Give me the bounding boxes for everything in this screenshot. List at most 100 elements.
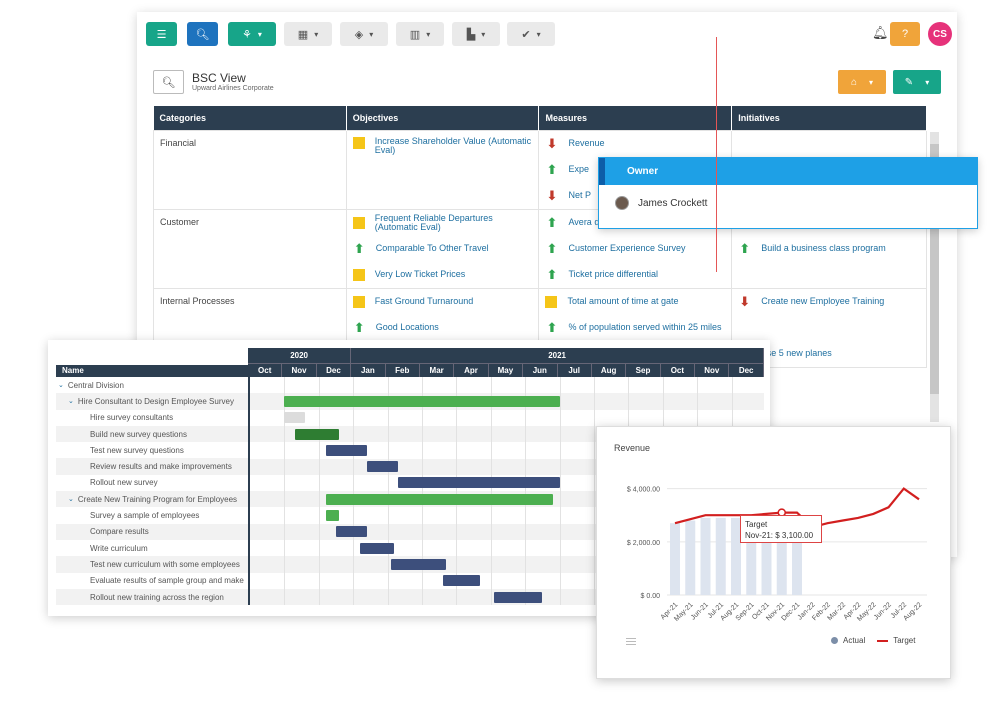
owner-person[interactable]: James Crockett [615, 196, 707, 210]
legend-target[interactable]: Target [893, 636, 916, 645]
gantt-task-name: Test new curriculum with some employees [90, 559, 240, 569]
scrollbar-thumb[interactable] [930, 144, 939, 394]
cell-item[interactable] [738, 315, 920, 341]
legend-actual[interactable]: Actual [843, 636, 866, 645]
cell-item[interactable]: Frequent Reliable Departures (Automatic … [352, 210, 533, 236]
gantt-bar[interactable] [294, 428, 340, 440]
gantt-task-name: Hire Consultant to Design Employee Surve… [77, 396, 234, 406]
gantt-bar[interactable] [391, 558, 447, 570]
gantt-task-row[interactable]: Test new curriculum with some employees [56, 556, 248, 573]
cell-item[interactable]: ⬇ Net P [545, 183, 725, 209]
chart-tooltip: Target Nov-21: $ 3,100.00 [740, 515, 822, 543]
gantt-task-row[interactable]: Rollout new training across the region [56, 588, 248, 606]
table-scrollbar[interactable] [930, 132, 939, 422]
column-header[interactable]: Measures [538, 106, 733, 130]
chevron-down-icon[interactable]: ⌄ [58, 382, 64, 390]
gantt-task-row[interactable]: Evaluate results of sample group and mak… [56, 573, 248, 589]
actual-bar[interactable] [700, 517, 711, 595]
gantt-bar[interactable] [284, 412, 306, 424]
gantt-task-row[interactable]: ⌄ Central Division [56, 377, 248, 393]
gantt-task-row[interactable]: Compare results [56, 523, 248, 540]
cell-item-label: Net P [568, 190, 591, 200]
gantt-task-row[interactable]: Survey a sample of employees [56, 507, 248, 523]
actual-bar[interactable] [792, 515, 802, 595]
cell-item[interactable]: ⬆ Ticket price differential [545, 262, 725, 288]
search-icon: 🔍︎ [161, 76, 176, 89]
gantt-task-row[interactable]: ⌄ Hire Consultant to Design Employee Surv… [56, 393, 248, 410]
actual-bar[interactable] [670, 523, 680, 595]
gantt-bar[interactable] [360, 542, 395, 554]
actual-bar[interactable] [776, 517, 787, 595]
gantt-gridline [559, 377, 561, 605]
gantt-bar[interactable] [284, 395, 560, 407]
gantt-bar[interactable] [325, 510, 340, 521]
cell-item-label: Increase Shareholder Value (Automatic Ev… [374, 135, 532, 155]
bar-chart-button[interactable]: ▥ ▾ [396, 22, 444, 46]
gantt-task-list: Name ⌄ Central Division ⌄ Hire Consultant t… [56, 348, 248, 606]
actual-bar[interactable] [685, 520, 696, 595]
gantt-bar[interactable] [366, 461, 398, 473]
gantt-task-row[interactable]: Hire survey consultants [56, 410, 248, 426]
bell-icon[interactable]: 🔔︎ [872, 25, 889, 40]
gantt-task-row[interactable]: Review results and make improvements [56, 458, 248, 475]
gantt-name-header: Name [56, 365, 248, 377]
search-button[interactable]: 🔍︎ [187, 22, 218, 46]
chevron-down-icon[interactable]: ⌄ [68, 496, 74, 504]
cell-item[interactable]: Increase Shareholder Value (Automatic Ev… [352, 131, 533, 209]
check-button[interactable]: ✔ ▾ [507, 22, 555, 46]
help-button[interactable]: ? [890, 22, 920, 46]
search-button[interactable]: 🔍︎ [153, 70, 184, 94]
gantt-task-row[interactable]: Rollout new survey [56, 475, 248, 491]
gantt-task-row[interactable]: Write curriculum [56, 540, 248, 556]
gantt-task-name: Hire survey consultants [90, 413, 174, 423]
cell-item[interactable]: ⬆ % of population served within 25 miles [545, 315, 725, 341]
chevron-down-icon[interactable]: ⌄ [68, 398, 74, 406]
cell-item[interactable] [738, 262, 920, 288]
cell-item[interactable]: Very Low Ticket Prices [352, 262, 533, 288]
user-avatar[interactable]: CS [928, 22, 952, 46]
gantt-task-name: Test new survey questions [90, 445, 184, 455]
actual-bar[interactable] [731, 517, 741, 595]
cell-item-label: % of population served within 25 miles [568, 322, 722, 332]
column-chart-button[interactable]: ▙ ▾ [452, 22, 500, 46]
edit-dropdown-button[interactable]: ✎ ▾ [893, 70, 941, 94]
cell-item[interactable]: ⬆ Good Locations [353, 315, 533, 341]
cell-item[interactable]: ⬆ Comparable To Other Travel [353, 236, 533, 262]
chart-menu-icon[interactable] [626, 638, 636, 645]
menu-button[interactable]: ☰ [146, 22, 177, 46]
hierarchy-button[interactable]: ⚘ ▾ [228, 22, 276, 46]
gantt-bar[interactable] [325, 493, 553, 505]
cell-item[interactable]: Purchase 5 new planes [738, 341, 920, 367]
gantt-task-row[interactable]: Build new survey questions [56, 425, 248, 443]
gantt-bar[interactable] [397, 477, 560, 489]
cell-item[interactable]: ⬆ Avera depa [545, 210, 725, 236]
column-header[interactable]: Objectives [346, 106, 540, 130]
gantt-task-row[interactable]: Test new survey questions [56, 442, 248, 458]
gantt-bar[interactable] [336, 526, 367, 538]
cell-item[interactable]: ⬆ Build a business class program [738, 236, 920, 262]
cube-button[interactable]: ◈ ▾ [340, 22, 388, 46]
map-icon: ▦ [297, 28, 309, 41]
cell-item[interactable]: ⬆ Expe [545, 157, 725, 183]
gantt-bar[interactable] [494, 591, 543, 603]
gantt-bar[interactable] [442, 575, 481, 587]
gantt-bar[interactable] [325, 444, 367, 456]
actual-bar[interactable] [715, 517, 726, 595]
gantt-task-row[interactable]: ⌄ Create New Training Program for Employe… [56, 491, 248, 508]
gantt-year-label: 2020 [248, 348, 352, 363]
target-line[interactable] [674, 487, 920, 529]
cell-item[interactable]: ⬆ Customer Experience Survey [545, 236, 725, 262]
cell-item[interactable]: Total amount of time at gate [545, 289, 725, 315]
home-dropdown-button[interactable]: ⌂ ▾ [838, 70, 886, 94]
column-header[interactable]: Categories [153, 106, 347, 130]
map-button[interactable]: ▦ ▾ [284, 22, 332, 46]
column-header[interactable]: Initiatives [731, 106, 927, 130]
actual-bar[interactable] [746, 517, 757, 595]
cell-item[interactable]: ⬇ Revenue [545, 131, 725, 157]
gantt-month-label: Apr [454, 364, 489, 377]
chevron-down-icon: ▾ [426, 29, 431, 39]
actual-bar[interactable] [761, 517, 772, 595]
cell-item[interactable]: ⬇ Create new Employee Training [738, 289, 920, 315]
cell-item[interactable]: Fast Ground Turnaround [352, 289, 533, 315]
